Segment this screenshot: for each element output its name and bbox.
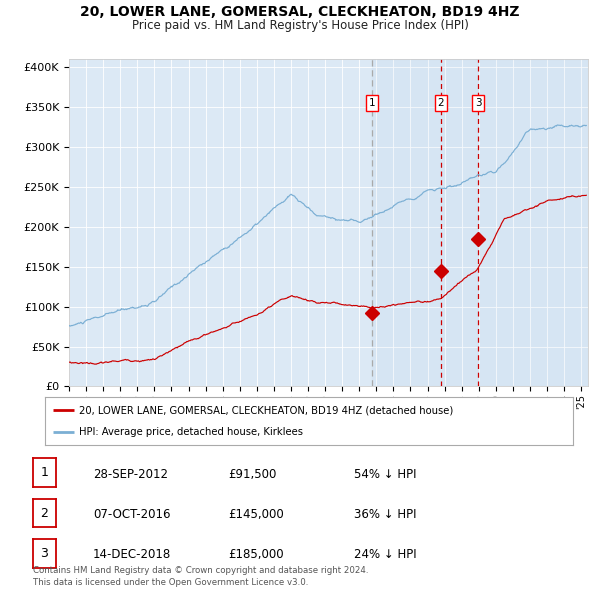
Text: £145,000: £145,000 — [228, 508, 284, 521]
Text: 2: 2 — [40, 507, 49, 520]
Text: 1: 1 — [40, 467, 49, 480]
Text: £185,000: £185,000 — [228, 548, 284, 561]
Text: 14-DEC-2018: 14-DEC-2018 — [93, 548, 171, 561]
Text: Contains HM Land Registry data © Crown copyright and database right 2024.
This d: Contains HM Land Registry data © Crown c… — [33, 566, 368, 587]
Text: 1: 1 — [368, 98, 375, 108]
Text: £91,500: £91,500 — [228, 468, 277, 481]
Text: 54% ↓ HPI: 54% ↓ HPI — [354, 468, 416, 481]
Text: 20, LOWER LANE, GOMERSAL, CLECKHEATON, BD19 4HZ (detached house): 20, LOWER LANE, GOMERSAL, CLECKHEATON, B… — [79, 405, 454, 415]
Text: HPI: Average price, detached house, Kirklees: HPI: Average price, detached house, Kirk… — [79, 427, 304, 437]
Text: 07-OCT-2016: 07-OCT-2016 — [93, 508, 170, 521]
Bar — [372, 59, 588, 386]
Text: 28-SEP-2012: 28-SEP-2012 — [93, 468, 168, 481]
Text: 3: 3 — [475, 98, 481, 108]
Text: 24% ↓ HPI: 24% ↓ HPI — [354, 548, 416, 561]
Text: 20, LOWER LANE, GOMERSAL, CLECKHEATON, BD19 4HZ: 20, LOWER LANE, GOMERSAL, CLECKHEATON, B… — [80, 5, 520, 19]
Text: 36% ↓ HPI: 36% ↓ HPI — [354, 508, 416, 521]
Text: 3: 3 — [40, 547, 49, 560]
Text: Price paid vs. HM Land Registry's House Price Index (HPI): Price paid vs. HM Land Registry's House … — [131, 19, 469, 32]
Text: 2: 2 — [437, 98, 444, 108]
